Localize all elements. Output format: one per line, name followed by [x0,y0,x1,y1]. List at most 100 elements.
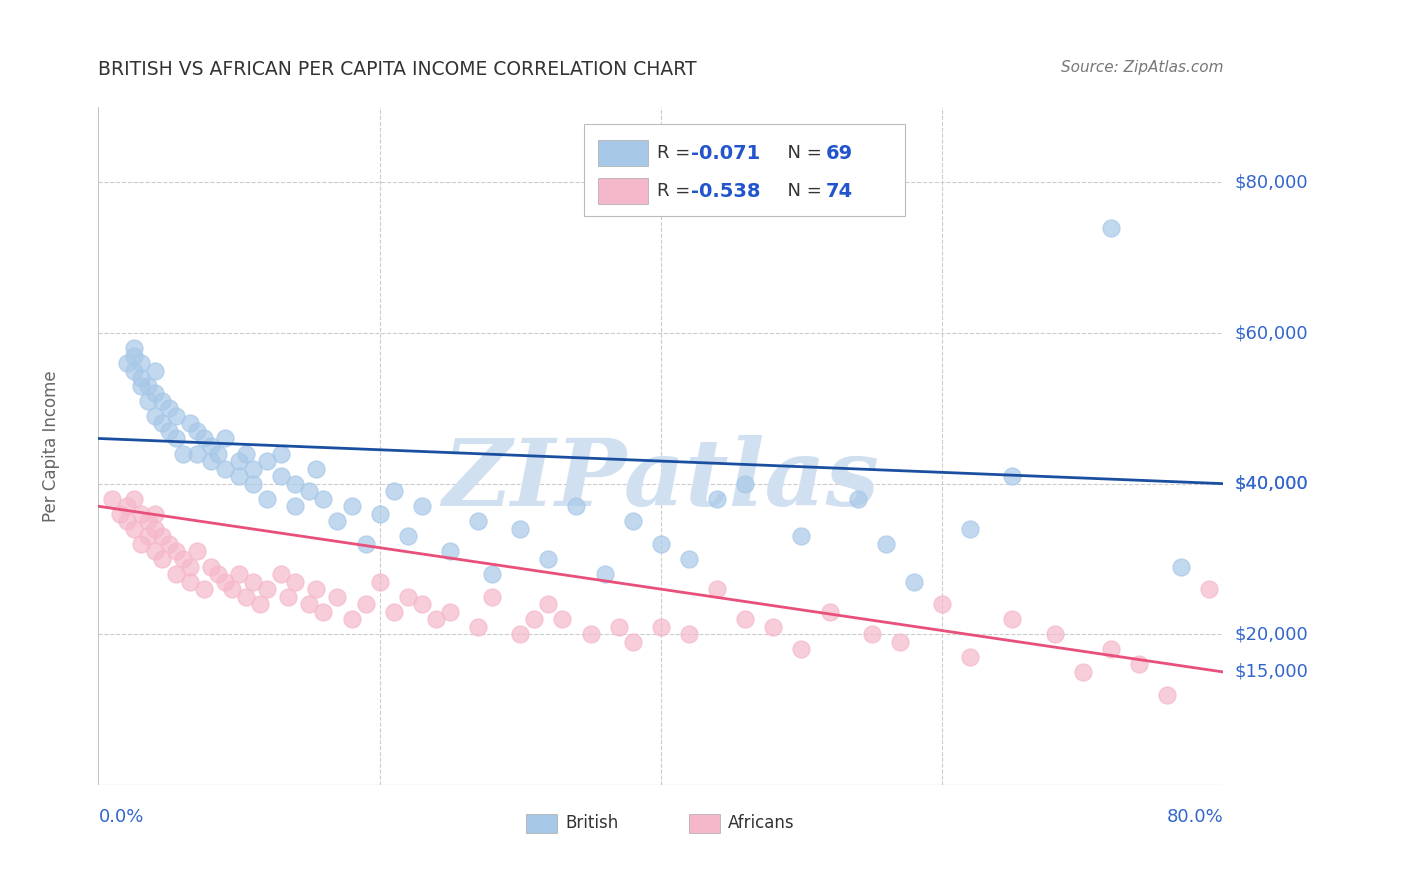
Point [129,378,152,392]
Text: Africans: Africans [728,814,794,832]
Point [411,500,433,514]
Text: 80.0%: 80.0% [1167,808,1223,826]
Point [959,522,981,536]
Text: $80,000: $80,000 [1234,173,1308,192]
Text: $15,000: $15,000 [1234,663,1308,681]
Point [818,605,841,619]
Point [903,574,925,589]
Point [860,627,883,641]
Point [179,559,201,574]
Text: R =: R = [658,182,696,200]
Point [734,612,756,626]
Point [270,446,292,460]
Point [931,597,953,611]
Text: $40,000: $40,000 [1234,475,1308,492]
Point [122,364,145,378]
Point [368,574,391,589]
Point [122,341,145,355]
Point [354,537,377,551]
Text: British: British [565,814,619,832]
Text: N =: N = [776,145,827,162]
Point [242,574,264,589]
Point [143,507,166,521]
Point [846,491,869,506]
Point [396,590,419,604]
Point [1156,688,1178,702]
Point [143,544,166,558]
Point [621,514,644,528]
Point [650,620,672,634]
Point [523,612,546,626]
Point [1071,665,1094,679]
Point [214,432,236,446]
Point [179,574,201,589]
Point [593,567,616,582]
Point [150,529,173,543]
Point [607,620,630,634]
Point [1128,657,1150,672]
Point [382,605,405,619]
Point [509,627,531,641]
Point [249,597,271,611]
Text: R =: R = [658,145,696,162]
Point [143,386,166,401]
FancyBboxPatch shape [585,124,905,216]
Point [326,590,349,604]
Point [165,409,187,423]
Point [678,552,700,566]
Point [157,401,180,416]
Point [228,469,250,483]
Point [889,635,911,649]
Point [214,461,236,475]
Point [207,446,229,460]
Point [136,378,159,392]
Point [143,364,166,378]
Point [228,567,250,582]
Point [256,582,278,596]
Point [706,491,728,506]
Point [1198,582,1220,596]
Point [312,491,335,506]
Point [340,500,363,514]
Point [284,574,307,589]
Point [136,514,159,528]
Point [235,590,257,604]
Point [165,567,187,582]
Point [1043,627,1066,641]
Point [481,590,503,604]
Point [305,582,328,596]
Point [221,582,243,596]
Point [136,529,159,543]
Point [101,491,124,506]
Point [509,522,531,536]
Point [875,537,897,551]
Point [467,620,489,634]
Point [790,529,813,543]
Text: ZIPatlas: ZIPatlas [443,435,879,524]
Point [734,476,756,491]
Point [565,500,588,514]
Point [165,432,187,446]
Point [200,559,222,574]
Point [270,567,292,582]
Point [277,590,299,604]
Point [136,393,159,408]
Point [354,597,377,611]
Point [186,446,208,460]
Text: Source: ZipAtlas.com: Source: ZipAtlas.com [1060,60,1223,75]
FancyBboxPatch shape [598,140,648,166]
Point [242,476,264,491]
Point [122,349,145,363]
Point [762,620,785,634]
Point [298,484,321,499]
Point [200,454,222,468]
Point [115,500,138,514]
Point [150,552,173,566]
Point [235,446,257,460]
FancyBboxPatch shape [689,814,720,833]
Point [157,424,180,438]
Point [467,514,489,528]
FancyBboxPatch shape [598,178,648,204]
Point [242,461,264,475]
Point [172,552,194,566]
